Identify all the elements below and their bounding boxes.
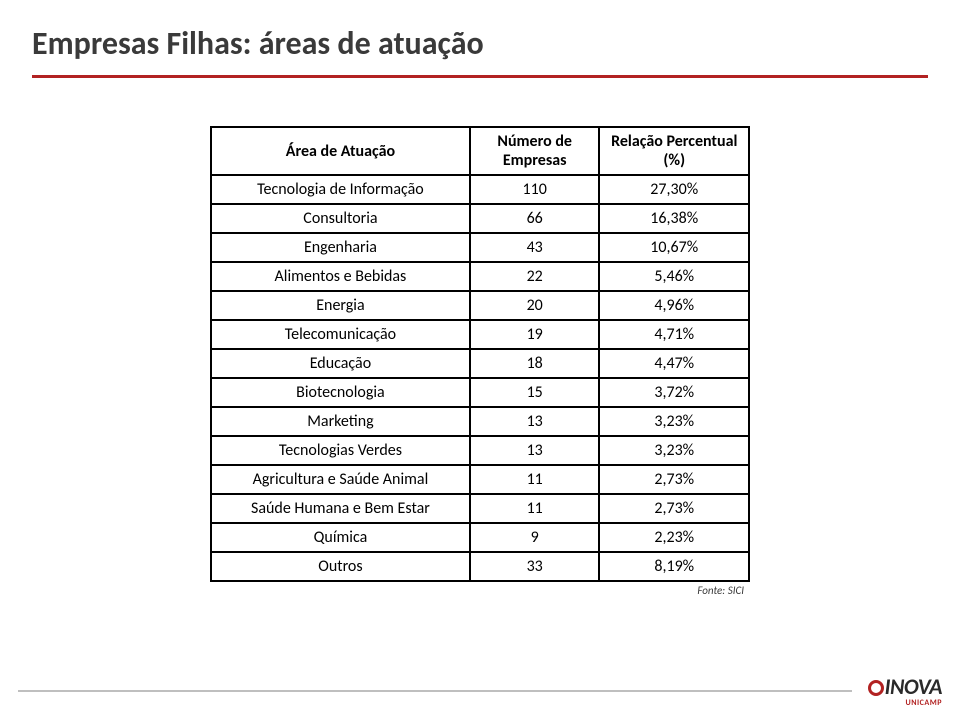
- logo: INOVA UNICAMP: [868, 676, 942, 707]
- cell-count: 19: [470, 320, 600, 349]
- table-row: Educação184,47%: [211, 349, 749, 378]
- cell-pct: 5,46%: [599, 262, 749, 291]
- cell-pct: 10,67%: [599, 233, 749, 262]
- cell-area: Telecomunicação: [211, 320, 470, 349]
- source-label: Fonte: SICI: [210, 584, 750, 597]
- cell-count: 11: [470, 465, 600, 494]
- table-row: Telecomunicação194,71%: [211, 320, 749, 349]
- footer-bar: INOVA UNICAMP: [0, 672, 960, 716]
- table-row: Química92,23%: [211, 523, 749, 552]
- cell-pct: 3,72%: [599, 378, 749, 407]
- table-row: Marketing133,23%: [211, 407, 749, 436]
- cell-area: Consultoria: [211, 204, 470, 233]
- cell-area: Tecnologia de Informação: [211, 175, 470, 204]
- cell-area: Agricultura e Saúde Animal: [211, 465, 470, 494]
- col-header-area: Área de Atuação: [211, 127, 470, 175]
- cell-pct: 2,73%: [599, 494, 749, 523]
- cell-count: 22: [470, 262, 600, 291]
- cell-count: 13: [470, 436, 600, 465]
- cell-pct: 2,73%: [599, 465, 749, 494]
- cell-area: Alimentos e Bebidas: [211, 262, 470, 291]
- table-row: Consultoria6616,38%: [211, 204, 749, 233]
- cell-count: 33: [470, 552, 600, 581]
- cell-area: Biotecnologia: [211, 378, 470, 407]
- cell-area: Energia: [211, 291, 470, 320]
- table-row: Tecnologia de Informação11027,30%: [211, 175, 749, 204]
- cell-pct: 3,23%: [599, 407, 749, 436]
- cell-count: 43: [470, 233, 600, 262]
- col-header-pct: Relação Percentual (%): [599, 127, 749, 175]
- table-row: Outros338,19%: [211, 552, 749, 581]
- cell-area: Marketing: [211, 407, 470, 436]
- logo-main-text: INOVA: [885, 676, 942, 698]
- title-underline-rule: [32, 75, 928, 78]
- page-title: Empresas Filhas: áreas de atuação: [32, 24, 928, 63]
- table-header-row: Área de Atuação Número de Empresas Relaç…: [211, 127, 749, 175]
- table-row: Tecnologias Verdes133,23%: [211, 436, 749, 465]
- cell-count: 11: [470, 494, 600, 523]
- logo-ring-icon: [868, 680, 884, 696]
- data-table: Área de Atuação Número de Empresas Relaç…: [210, 126, 750, 582]
- cell-pct: 4,71%: [599, 320, 749, 349]
- cell-pct: 4,47%: [599, 349, 749, 378]
- title-block: Empresas Filhas: áreas de atuação: [0, 0, 960, 71]
- cell-count: 9: [470, 523, 600, 552]
- logo-sub-text: UNICAMP: [906, 699, 942, 707]
- cell-area: Tecnologias Verdes: [211, 436, 470, 465]
- cell-area: Outros: [211, 552, 470, 581]
- cell-count: 66: [470, 204, 600, 233]
- cell-pct: 3,23%: [599, 436, 749, 465]
- cell-pct: 27,30%: [599, 175, 749, 204]
- cell-count: 20: [470, 291, 600, 320]
- table-row: Energia204,96%: [211, 291, 749, 320]
- cell-count: 13: [470, 407, 600, 436]
- cell-area: Química: [211, 523, 470, 552]
- table-container: Área de Atuação Número de Empresas Relaç…: [0, 126, 960, 597]
- logo-main: INOVA: [868, 676, 942, 698]
- table-row: Engenharia4310,67%: [211, 233, 749, 262]
- cell-area: Saúde Humana e Bem Estar: [211, 494, 470, 523]
- col-header-count: Número de Empresas: [470, 127, 600, 175]
- cell-area: Engenharia: [211, 233, 470, 262]
- footer-rule: [18, 690, 852, 692]
- cell-pct: 8,19%: [599, 552, 749, 581]
- table-row: Biotecnologia153,72%: [211, 378, 749, 407]
- cell-area: Educação: [211, 349, 470, 378]
- table-row: Agricultura e Saúde Animal112,73%: [211, 465, 749, 494]
- cell-count: 18: [470, 349, 600, 378]
- cell-count: 110: [470, 175, 600, 204]
- table-row: Saúde Humana e Bem Estar112,73%: [211, 494, 749, 523]
- cell-pct: 16,38%: [599, 204, 749, 233]
- cell-pct: 2,23%: [599, 523, 749, 552]
- table-row: Alimentos e Bebidas225,46%: [211, 262, 749, 291]
- cell-count: 15: [470, 378, 600, 407]
- cell-pct: 4,96%: [599, 291, 749, 320]
